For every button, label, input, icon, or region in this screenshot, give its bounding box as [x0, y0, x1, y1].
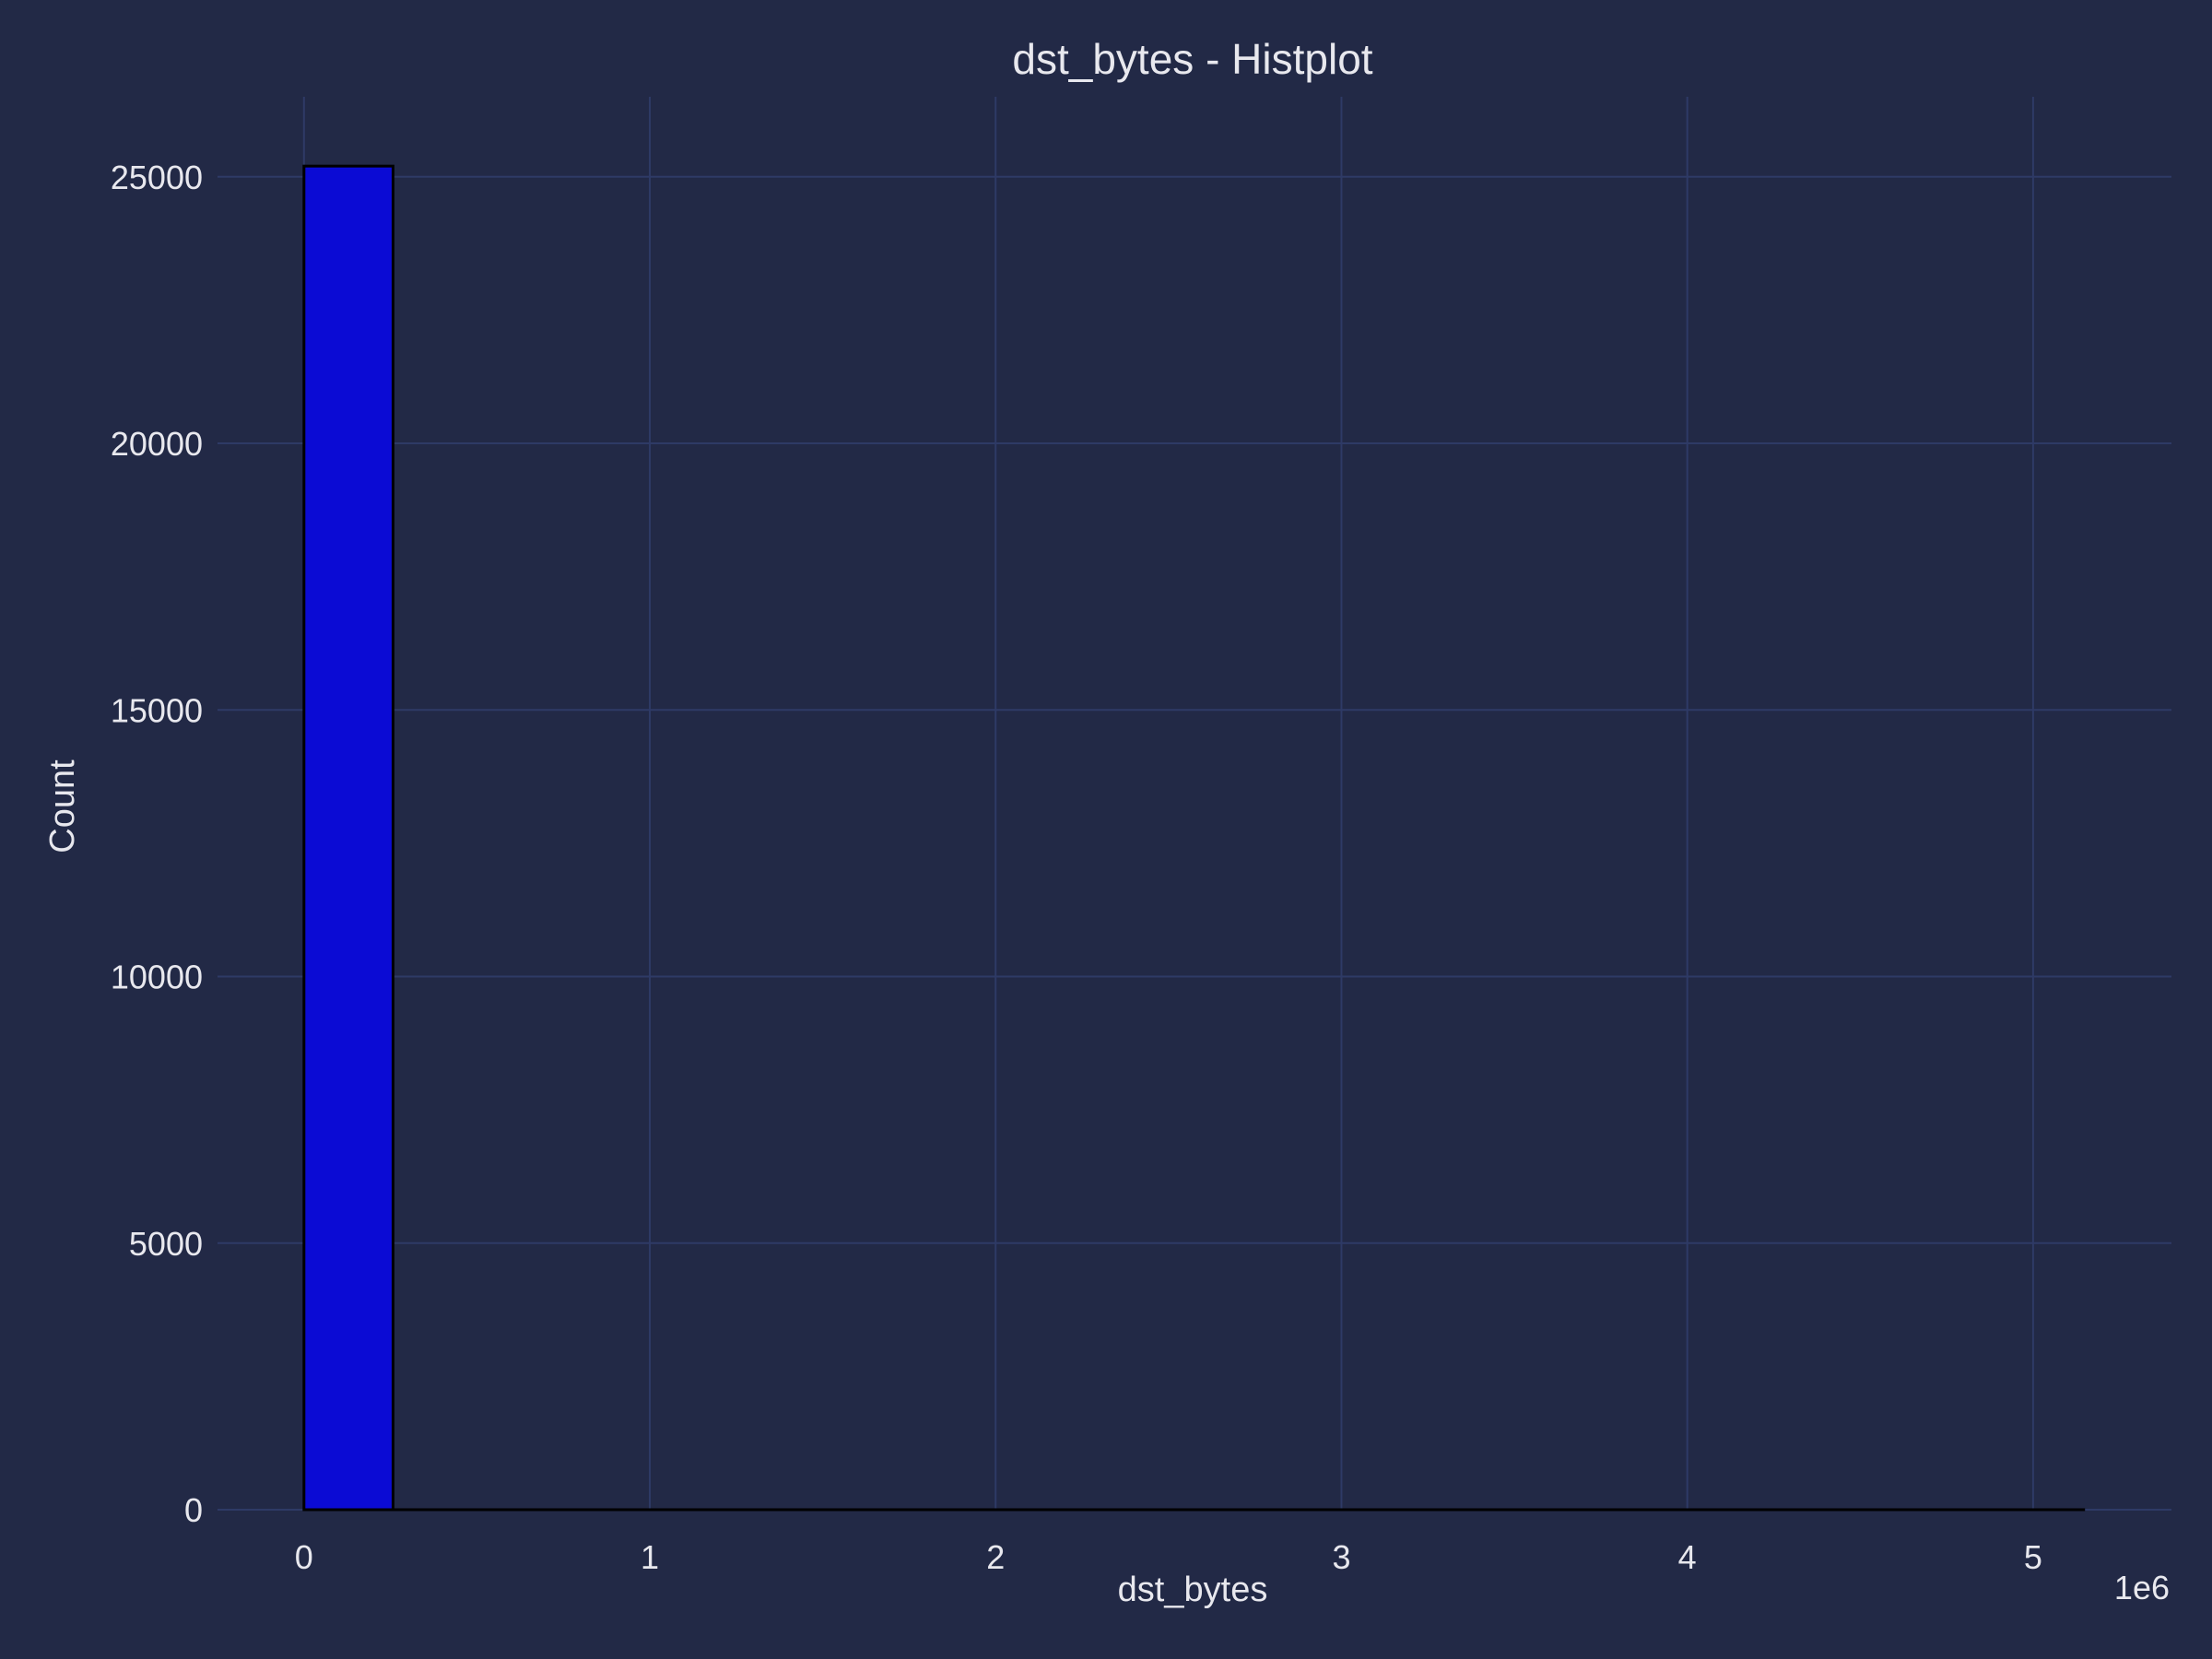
y-tick-label-0: 0: [184, 1491, 203, 1529]
y-tick-label-1: 5000: [129, 1225, 203, 1263]
grid-lines: [218, 97, 2171, 1511]
x-tick-label-5: 5: [2024, 1538, 2042, 1576]
y-axis-label: Count: [43, 759, 82, 853]
x-tick-label-1: 1: [641, 1538, 659, 1576]
x-tick-label-2: 2: [986, 1538, 1005, 1576]
axes: 0 1 2 3 4 5 0 5000 10000 15000 20000 25000: [111, 159, 2086, 1576]
x-tick-label-0: 0: [295, 1538, 313, 1576]
y-tick-label-5: 25000: [111, 159, 203, 196]
histogram-bars: [302, 164, 394, 1512]
y-tick-label-4: 20000: [111, 425, 203, 463]
x-tick-label-4: 4: [1678, 1538, 1697, 1576]
y-tick-label-3: 15000: [111, 691, 203, 729]
histogram-bar-0: [302, 164, 394, 1512]
x-axis-offset-label: 1e6: [2114, 1569, 2170, 1606]
x-axis-label: dst_bytes: [1118, 1571, 1268, 1609]
x-tick-label-3: 3: [1332, 1538, 1350, 1576]
y-tick-label-2: 10000: [111, 959, 203, 996]
chart-title: dst_bytes - Histplot: [1012, 35, 1372, 83]
